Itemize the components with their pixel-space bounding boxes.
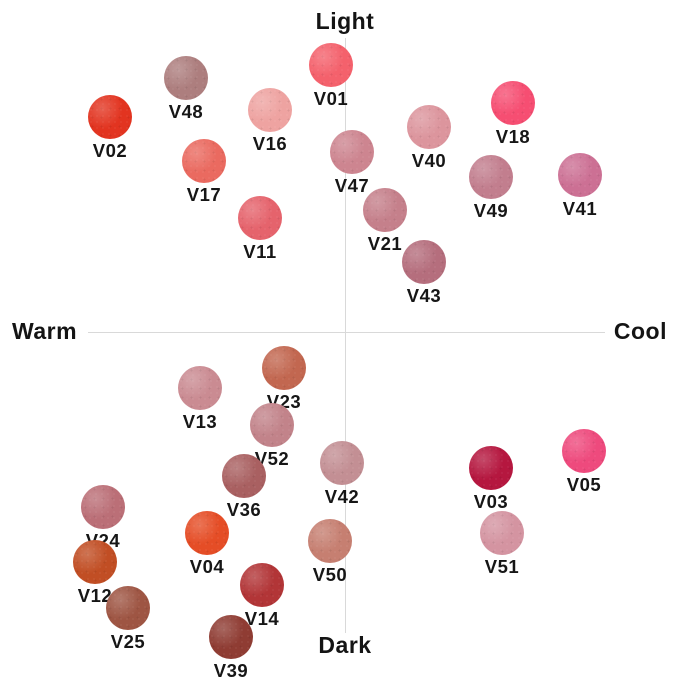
- swatch-dot-v25: [106, 586, 150, 630]
- swatch-label-v40: V40: [411, 150, 447, 171]
- swatch-dot-v17: [182, 139, 226, 183]
- swatch-dot-v49: [469, 155, 513, 199]
- swatch-label-v41: V41: [562, 198, 598, 219]
- swatch-dot-v21: [363, 188, 407, 232]
- swatch-dot-v14: [240, 563, 284, 607]
- swatch-dot-v24: [81, 485, 125, 529]
- vertical-axis-line: [345, 38, 346, 633]
- swatch-dot-v04: [185, 511, 229, 555]
- swatch-dot-v52: [250, 403, 294, 447]
- swatch-dot-v41: [558, 153, 602, 197]
- swatch-dot-v03: [469, 446, 513, 490]
- swatch-label-v25: V25: [110, 631, 146, 652]
- swatch-label-v50: V50: [312, 564, 348, 585]
- swatch-label-v11: V11: [243, 241, 277, 262]
- swatch-label-v16: V16: [252, 133, 288, 154]
- swatch-label-v13: V13: [182, 411, 218, 432]
- swatch-label-v03: V03: [473, 491, 509, 512]
- swatch-label-v51: V51: [484, 556, 520, 577]
- swatch-dot-v43: [402, 240, 446, 284]
- swatch-dot-v12: [73, 540, 117, 584]
- swatch-label-v42: V42: [324, 486, 360, 507]
- swatch-label-v17: V17: [186, 184, 222, 205]
- swatch-label-v01: V01: [313, 88, 349, 109]
- swatch-label-v47: V47: [334, 175, 370, 196]
- swatch-label-v52: V52: [254, 448, 290, 469]
- axis-label-light: Light: [315, 8, 375, 34]
- swatch-label-v05: V05: [566, 474, 602, 495]
- swatch-label-v39: V39: [213, 660, 249, 679]
- swatch-dot-v47: [330, 130, 374, 174]
- swatch-label-v14: V14: [244, 608, 280, 629]
- swatch-dot-v23: [262, 346, 306, 390]
- swatch-dot-v01: [309, 43, 353, 87]
- swatch-dot-v18: [491, 81, 535, 125]
- swatch-dot-v16: [248, 88, 292, 132]
- horizontal-axis-line: [88, 332, 605, 333]
- swatch-label-v12: V12: [77, 585, 113, 606]
- swatch-dot-v05: [562, 429, 606, 473]
- swatch-dot-v02: [88, 95, 132, 139]
- swatch-dot-v13: [178, 366, 222, 410]
- swatch-label-v43: V43: [406, 285, 442, 306]
- axis-label-dark: Dark: [318, 632, 372, 658]
- swatch-label-v04: V04: [189, 556, 225, 577]
- swatch-dot-v11: [238, 196, 282, 240]
- swatch-label-v48: V48: [168, 101, 204, 122]
- swatch-dot-v51: [480, 511, 524, 555]
- axis-label-cool: Cool: [613, 318, 667, 344]
- swatch-label-v36: V36: [226, 499, 262, 520]
- swatch-dot-v36: [222, 454, 266, 498]
- swatch-dot-v40: [407, 105, 451, 149]
- axis-label-warm: Warm: [12, 318, 78, 344]
- swatch-label-v21: V21: [367, 233, 403, 254]
- swatch-dot-v39: [209, 615, 253, 659]
- swatch-label-v49: V49: [473, 200, 509, 221]
- swatch-label-v02: V02: [92, 140, 128, 161]
- swatch-dot-v50: [308, 519, 352, 563]
- swatch-dot-v42: [320, 441, 364, 485]
- swatch-dot-v48: [164, 56, 208, 100]
- swatch-label-v18: V18: [495, 126, 531, 147]
